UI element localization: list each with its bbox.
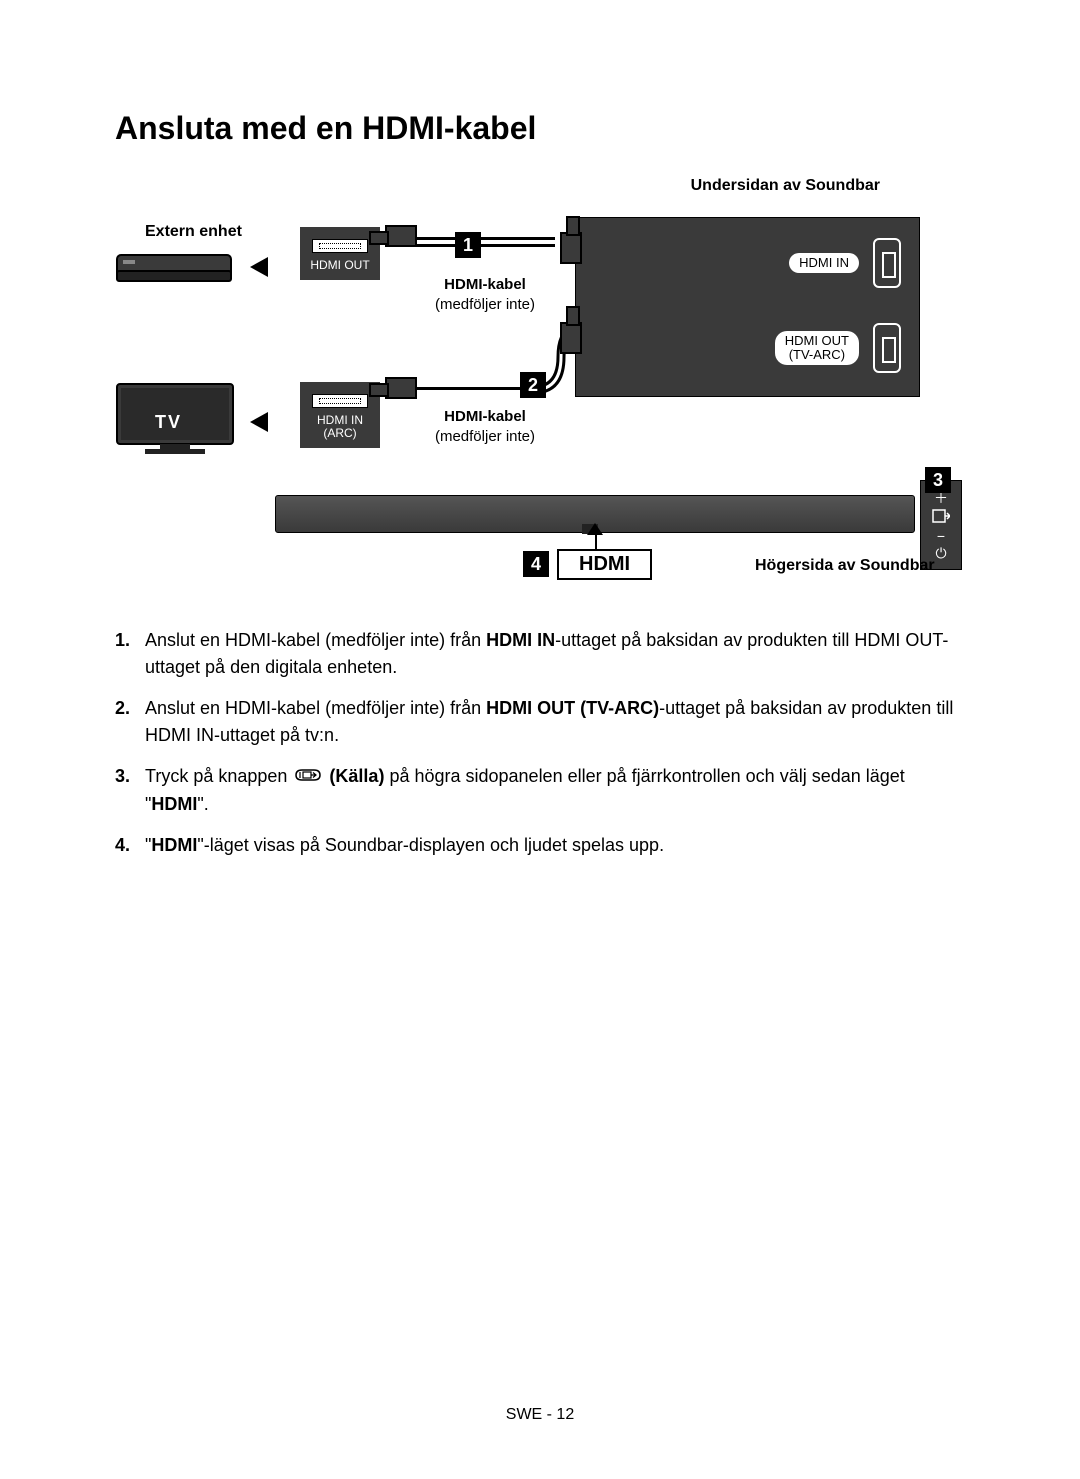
source-inline-icon <box>294 764 322 791</box>
list-item: Anslut en HDMI-kabel (medföljer inte) fr… <box>115 627 965 681</box>
cable2-caption: HDMI-kabel (medföljer inte) <box>420 407 550 446</box>
soundbar-back-panel: HDMI IN HDMI OUT (TV-ARC) <box>575 217 920 397</box>
hdmi-socket-icon <box>873 323 901 373</box>
hdmi-plug-icon <box>560 322 582 354</box>
hdmi-display-box: HDMI <box>557 549 652 580</box>
minus-icon: − <box>937 528 945 544</box>
external-device-label: Extern enhet <box>145 223 242 241</box>
hdmi-out-tvarc-label: HDMI OUT (TV-ARC) <box>775 331 859 366</box>
list-item: Tryck på knappen (Källa) på högra sidopa… <box>115 763 965 818</box>
cable-line <box>415 387 535 390</box>
hdmi-in-arc-port: HDMI IN (ARC) <box>300 382 380 448</box>
soundbar-underside-label: Undersidan av Soundbar <box>691 177 880 195</box>
arrow-icon <box>250 412 268 432</box>
cable1-caption: HDMI-kabel (medföljer inte) <box>420 275 550 314</box>
tv-text-label: TV <box>155 412 182 433</box>
pointer-arrow-icon <box>587 523 603 535</box>
list-item: Anslut en HDMI-kabel (medföljer inte) fr… <box>115 695 965 749</box>
hdmi-out-port: HDMI OUT <box>300 227 380 280</box>
cable-line <box>415 237 555 247</box>
page-footer: SWE - 12 <box>0 1406 1080 1424</box>
power-icon: ⏻ <box>935 545 946 562</box>
step-badge-4: 4 <box>523 551 549 577</box>
source-icon <box>932 509 950 526</box>
hdmi-plug-icon <box>385 377 417 399</box>
arrow-icon <box>250 257 268 277</box>
port-label: HDMI IN (ARC) <box>308 414 372 440</box>
hdmi-socket-icon <box>873 238 901 288</box>
step-badge-3: 3 <box>925 467 951 493</box>
instruction-list: Anslut en HDMI-kabel (medföljer inte) fr… <box>115 627 965 859</box>
list-item: "HDMI"-läget visas på Soundbar-displayen… <box>115 832 965 859</box>
hdmi-plug-icon <box>385 225 417 247</box>
external-device-icon <box>115 247 235 287</box>
step-badge-1: 1 <box>455 232 481 258</box>
hdmi-in-label: HDMI IN <box>789 253 859 273</box>
soundbar-rightside-label: Högersida av Soundbar <box>755 557 935 575</box>
connection-diagram: Undersidan av Soundbar Extern enhet TV H… <box>115 177 965 597</box>
step-badge-2: 2 <box>520 372 546 398</box>
hdmi-plug-icon <box>560 232 582 264</box>
page-title: Ansluta med en HDMI-kabel <box>115 110 965 147</box>
port-label: HDMI OUT <box>308 259 372 272</box>
